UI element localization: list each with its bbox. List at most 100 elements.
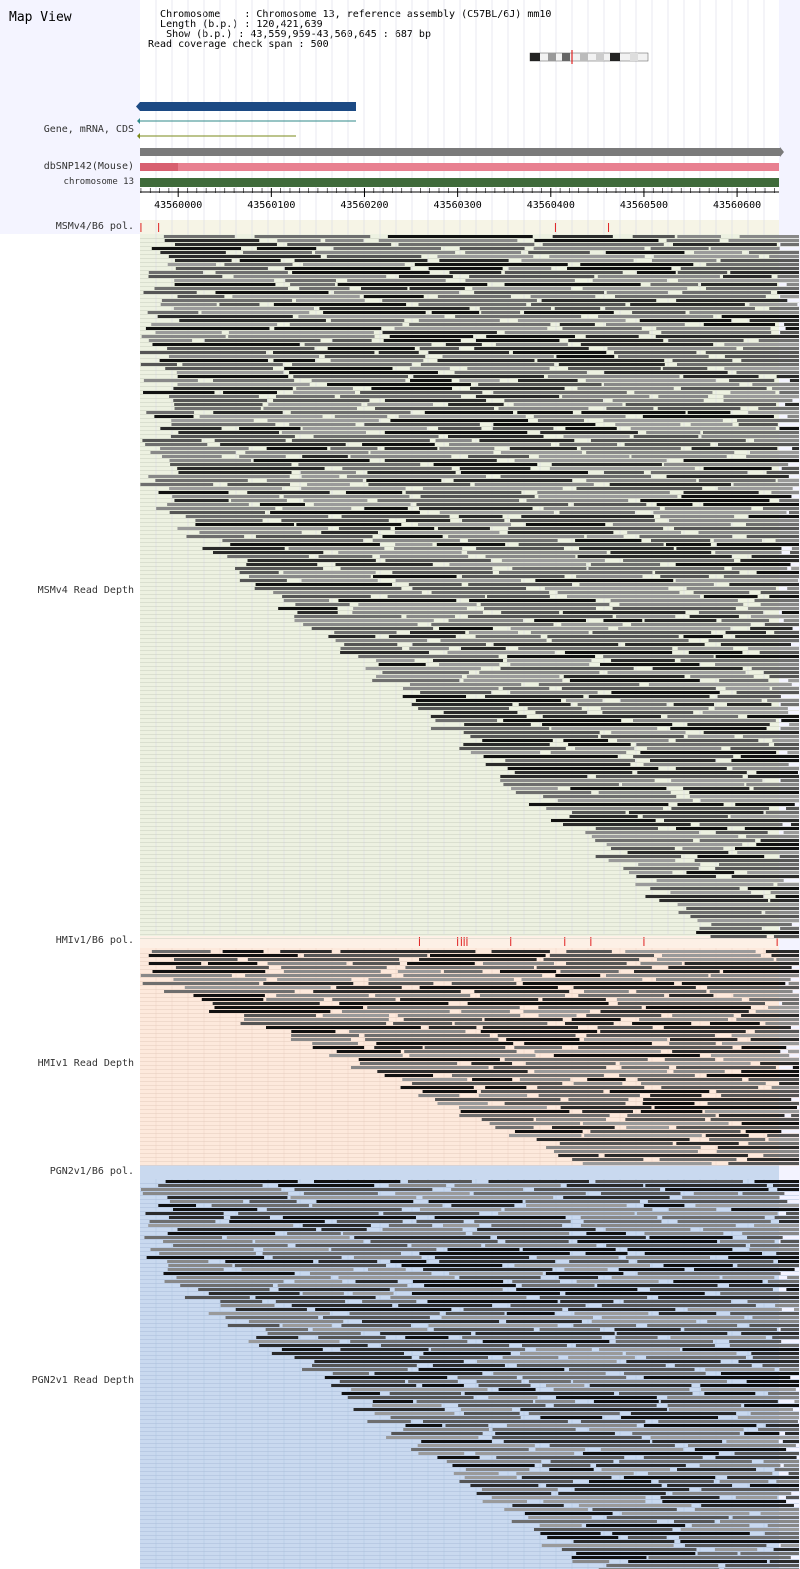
msm-read <box>569 679 700 682</box>
msm-read <box>504 399 604 402</box>
msm-read <box>758 407 799 410</box>
pgn-read <box>248 1340 340 1343</box>
pgn-read <box>168 1216 224 1219</box>
msm-read <box>402 687 499 690</box>
msm-read <box>687 723 770 726</box>
hmi-read <box>454 1022 548 1025</box>
pgn-read <box>728 1256 799 1259</box>
msm-read <box>687 411 731 414</box>
pgn-read <box>780 1240 799 1243</box>
msm-read <box>171 419 254 422</box>
pgn-read <box>145 1212 224 1215</box>
pgn-read <box>148 1224 294 1227</box>
msm-read <box>395 579 521 582</box>
msm-read <box>501 611 560 614</box>
msm-read <box>273 303 407 306</box>
msm-read <box>303 499 368 502</box>
pgn-read <box>606 1516 729 1519</box>
hmi-read <box>443 970 483 973</box>
pgn-read <box>451 1204 515 1207</box>
msm-read <box>147 311 199 314</box>
pgn-read <box>776 1480 799 1483</box>
msm-read <box>664 819 799 822</box>
msm-read <box>549 255 645 258</box>
msm-read <box>146 411 195 414</box>
hmi-read <box>632 1022 692 1025</box>
msm-read <box>554 307 601 310</box>
msm-read <box>518 647 673 650</box>
hmi-read <box>573 1082 623 1085</box>
msm-read <box>367 403 433 406</box>
hmi-read <box>710 1118 799 1121</box>
msm-read <box>736 371 799 374</box>
msm-read <box>409 683 522 686</box>
msm-read <box>719 679 769 682</box>
msm-read <box>370 451 494 454</box>
pgn-read <box>144 1236 223 1239</box>
pgn-read <box>324 1376 448 1379</box>
pgn-read <box>158 1184 263 1187</box>
pgn-read <box>277 1284 408 1287</box>
pgn-read <box>765 1424 799 1427</box>
pgn-read <box>167 1268 224 1271</box>
msm-read <box>563 823 691 826</box>
pgn-read <box>615 1340 713 1343</box>
msm-read <box>577 387 674 390</box>
msm-read <box>714 707 788 710</box>
hmi-read <box>551 1126 615 1129</box>
msm-read <box>581 411 686 414</box>
msm-read <box>247 559 376 562</box>
msm-read <box>470 735 599 738</box>
msm-read <box>771 491 799 494</box>
pgn-read <box>315 1308 452 1311</box>
msm-pol-label: MSMv4/B6 pol. <box>55 221 134 232</box>
msm-read <box>607 347 737 350</box>
msm-read <box>372 575 457 578</box>
msm-read <box>419 347 459 350</box>
pgn-read <box>514 1264 651 1267</box>
pgn-pol-band <box>140 1165 779 1179</box>
hmi-read <box>152 970 266 973</box>
msm-read <box>201 311 310 314</box>
hmi-read <box>524 1042 652 1045</box>
msm-read <box>469 599 596 602</box>
hmi-read <box>140 974 232 977</box>
hmi-read <box>499 970 557 973</box>
hmi-depth-label: HMIv1 Read Depth <box>37 1058 134 1069</box>
msm-read <box>398 415 526 418</box>
pgn-read <box>580 1216 658 1219</box>
msm-read <box>562 327 642 330</box>
msm-read <box>185 515 329 518</box>
msm-read <box>779 427 799 430</box>
hmi-read <box>400 998 539 1001</box>
pgn-read <box>787 1276 799 1279</box>
msm-read <box>385 559 491 562</box>
msm-read <box>154 287 288 290</box>
msm-read <box>730 271 799 274</box>
hmi-read <box>536 966 652 969</box>
msm-depth-label: MSMv4 Read Depth <box>37 585 134 596</box>
pgn-read <box>794 1400 799 1403</box>
pgn-read <box>714 1548 758 1551</box>
msm-read <box>275 395 335 398</box>
msm-read <box>723 575 799 578</box>
hmi-read <box>643 1098 792 1101</box>
msm-read <box>758 339 799 342</box>
msm-read <box>366 479 442 482</box>
msm-read <box>616 615 676 618</box>
pgn-read <box>785 1432 799 1435</box>
hmi-read <box>493 1066 607 1069</box>
msm-read <box>745 523 799 526</box>
pgn-read <box>573 1324 637 1327</box>
ruler-tick-label: 43560300 <box>434 200 482 211</box>
pgn-read <box>571 1556 647 1559</box>
msm-read <box>510 519 655 522</box>
msm-read <box>518 543 664 546</box>
pgn-read <box>445 1424 489 1427</box>
pgn-read <box>262 1252 401 1255</box>
msm-read <box>749 303 798 306</box>
ruler-tick-label: 43560600 <box>713 200 761 211</box>
msm-read <box>549 467 695 470</box>
msm-read <box>776 375 799 378</box>
